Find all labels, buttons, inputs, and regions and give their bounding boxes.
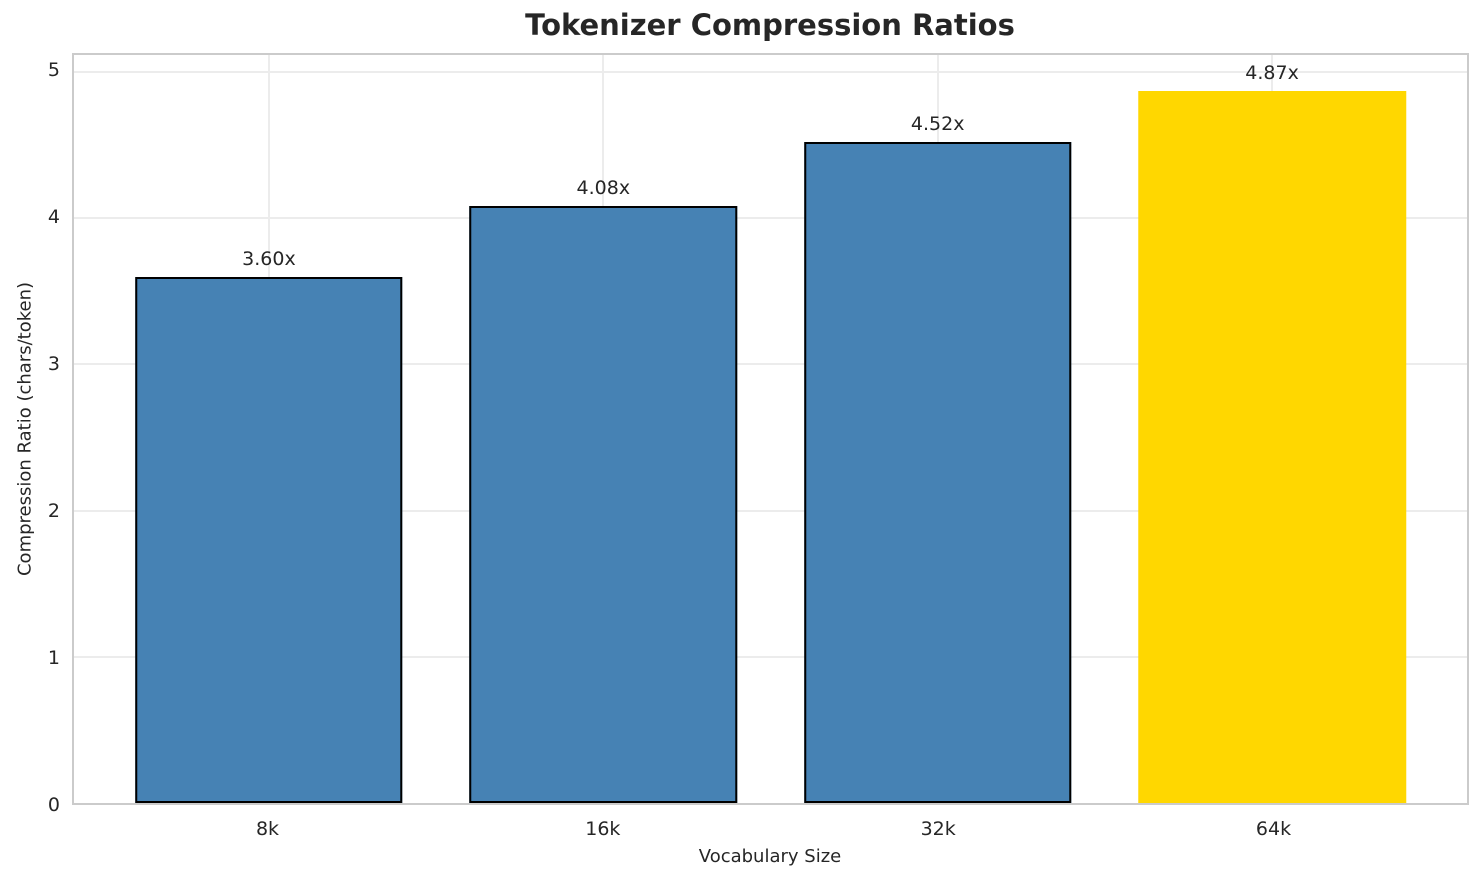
y-axis-label: Compression Ratio (chars/token): [14, 281, 36, 577]
y-tick-label: 4: [47, 205, 60, 228]
y-gridline: [74, 217, 1467, 220]
x-axis-label: Vocabulary Size: [698, 846, 842, 867]
y-gridline: [74, 363, 1467, 366]
y-tick-label: 0: [47, 794, 60, 816]
x-tick-label: 16k: [585, 818, 621, 840]
y-tick-label: 3: [47, 352, 60, 375]
x-tick-label: 64k: [1255, 818, 1292, 840]
y-gridline: [74, 509, 1467, 512]
x-tick-label: 8k: [255, 818, 280, 840]
plot-area: 3.60x 4.08x 4.52x 4.87x: [72, 53, 1469, 805]
y-tick-label: 2: [47, 499, 60, 522]
bar-value-label: 3.60x: [242, 247, 296, 270]
y-tick-label: 1: [47, 646, 60, 669]
bar: [803, 142, 1072, 803]
bar-value-label: 4.87x: [1245, 61, 1299, 84]
chart-title: Tokenizer Compression Ratios: [525, 8, 1015, 42]
bar-value-label: 4.08x: [576, 177, 631, 200]
bar: [135, 276, 403, 803]
x-tick-label: 32k: [920, 818, 956, 840]
bar: [1138, 90, 1406, 803]
y-tick-label: 5: [47, 58, 60, 81]
bar-value-label: 4.52x: [910, 113, 965, 136]
bar: [469, 206, 738, 803]
y-gridline: [74, 70, 1467, 73]
y-gridline: [74, 655, 1467, 658]
